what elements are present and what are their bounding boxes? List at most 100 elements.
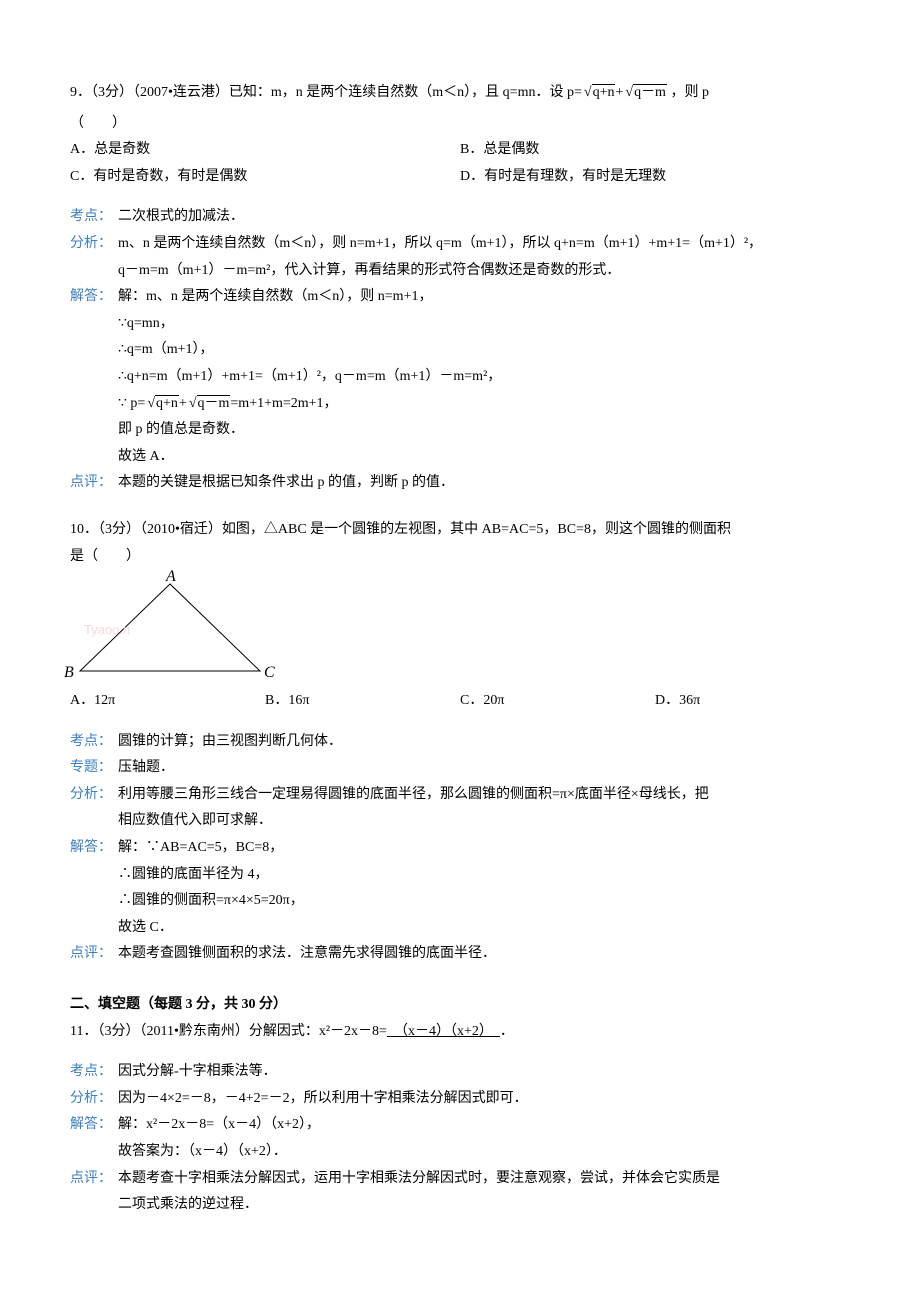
q9-jieda-l6: 即 p 的值总是奇数．	[118, 417, 850, 444]
q10-jieda-l1: 解：∵AB=AC=5，BC=8，	[118, 835, 850, 862]
section-2-title: 二、填空题（每题 3 分，共 30 分）	[70, 992, 850, 1019]
q11-dianping: 本题考查十字相乘法分解因式，运用十字相乘法分解因式时，要注意观察，尝试，并体会它…	[118, 1166, 850, 1219]
q9-fenxi-l2: q－m=m（m+1）－m=m²，代入计算，再看结果的形式符合偶数还是奇数的形式．	[118, 258, 850, 285]
q9-jieda-row: 解答： 解：m、n 是两个连续自然数（m＜n），则 n=m+1， ∵q=mn， …	[70, 284, 850, 470]
q11-fenxi: 因为－4×2=－8，－4+2=－2，所以利用十字相乘法分解因式即可．	[118, 1086, 850, 1113]
q10-kaodian: 圆锥的计算；由三视图判断几何体．	[118, 729, 850, 756]
q10-fenxi: 利用等腰三角形三线合一定理易得圆锥的底面半径，那么圆锥的侧面积=π×底面半径×母…	[118, 782, 850, 835]
q11-jieda-l1: 解：x²－2x－8=（x－4）（x+2），	[118, 1112, 850, 1139]
q9-jieda-l7: 故选 A．	[118, 444, 850, 471]
q10-dianping-row: 点评： 本题考查圆锥侧面积的求法．注意需先求得圆锥的底面半径．	[70, 941, 850, 968]
q10-kaodian-row: 考点： 圆锥的计算；由三视图判断几何体．	[70, 729, 850, 756]
question-11: 11．（3分）（2011•黔东南州）分解因式：x²－2x－8= （x－4）（x+…	[70, 1019, 850, 1219]
q9-jieda-l1: 解：m、n 是两个连续自然数（m＜n），则 n=m+1，	[118, 284, 850, 311]
q9-kaodian-row: 考点： 二次根式的加减法．	[70, 204, 850, 231]
sqrt-icon: q－m	[623, 80, 667, 107]
kaodian-label: 考点：	[70, 729, 118, 756]
q9-jieda-l3: ∴q=m（m+1），	[118, 337, 850, 364]
q10-jieda-l4: 故选 C．	[118, 915, 850, 942]
dianping-label: 点评：	[70, 470, 118, 497]
q9-dianping-row: 点评： 本题的关键是根据已知条件求出 p 的值，判断 p 的值．	[70, 470, 850, 497]
q10-opt-a: A．12π	[70, 688, 265, 715]
q10-jieda: 解：∵AB=AC=5，BC=8， ∴圆锥的底面半径为 4， ∴圆锥的侧面积=π×…	[118, 835, 850, 941]
q10-jieda-l2: ∴圆锥的底面半径为 4，	[118, 862, 850, 889]
q10-stem-l1: 10．（3分）（2010•宿迁）如图，△ABC 是一个圆锥的左视图，其中 AB=…	[70, 517, 850, 544]
q9-analysis: 考点： 二次根式的加减法． 分析： m、n 是两个连续自然数（m＜n），则 n=…	[70, 204, 850, 497]
q10-zhuanti: 压轴题．	[118, 755, 850, 782]
q10-fenxi-row: 分析： 利用等腰三角形三线合一定理易得圆锥的底面半径，那么圆锥的侧面积=π×底面…	[70, 782, 850, 835]
q9-formula: p= q+n+ q－m	[567, 85, 670, 100]
q11-analysis: 考点： 因式分解-十字相乘法等． 分析： 因为－4×2=－8，－4+2=－2，所…	[70, 1059, 850, 1219]
vertex-a-label: A	[166, 562, 176, 592]
watermark-text: Tyaoo.n	[84, 618, 130, 643]
q9-plus: +	[615, 85, 623, 100]
q10-stem-l2: 是（ ）	[70, 544, 850, 571]
zhuanti-label: 专题：	[70, 755, 118, 782]
q9-jieda-l2: ∵q=mn，	[118, 311, 850, 338]
fenxi-label: 分析：	[70, 231, 118, 258]
question-9: 9．（3分）（2007•连云港）已知：m，n 是两个连续自然数（m＜n），且 q…	[70, 80, 850, 497]
q10-opt-b: B．16π	[265, 688, 460, 715]
q9-jieda: 解：m、n 是两个连续自然数（m＜n），则 n=m+1， ∵q=mn， ∴q=m…	[118, 284, 850, 470]
question-10: 10．（3分）（2010•宿迁）如图，△ABC 是一个圆锥的左视图，其中 AB=…	[70, 517, 850, 968]
q9-jieda-sqrt1: q+n	[155, 395, 179, 411]
q10-options: A．12π B．16π C．20π D．36π	[70, 688, 850, 715]
q10-jieda-l3: ∴圆锥的侧面积=π×4×5=20π，	[118, 888, 850, 915]
q11-jieda-l2: 故答案为：（x－4）（x+2）．	[118, 1139, 850, 1166]
q9-jieda-plus: +	[179, 396, 187, 411]
q9-opt-b: B．总是偶数	[460, 137, 850, 164]
q10-opt-d: D．36π	[655, 688, 850, 715]
vertex-c-label: C	[264, 658, 275, 688]
q9-fenxi: m、n 是两个连续自然数（m＜n），则 n=m+1，所以 q=m（m+1），所以…	[118, 231, 850, 284]
q10-figure: A B C Tyaoo.n	[70, 576, 270, 686]
q11-jieda: 解：x²－2x－8=（x－4）（x+2）， 故答案为：（x－4）（x+2）．	[118, 1112, 850, 1165]
jieda-label: 解答：	[70, 1112, 118, 1139]
q9-sqrt2: q－m	[633, 84, 667, 100]
q10-zhuanti-row: 专题： 压轴题．	[70, 755, 850, 782]
q9-stem-line1: 9．（3分）（2007•连云港）已知：m，n 是两个连续自然数（m＜n），且 q…	[70, 80, 850, 107]
sqrt-icon: q+n	[582, 80, 616, 107]
q9-jieda-sqrt2: q－m	[197, 395, 231, 411]
jieda-label: 解答：	[70, 284, 118, 311]
q11-dianping-l1: 本题考查十字相乘法分解因式，运用十字相乘法分解因式时，要注意观察，尝试，并体会它…	[118, 1166, 850, 1193]
q11-dianping-l2: 二项式乘法的逆过程．	[118, 1192, 850, 1219]
q11-stem-a: 11．（3分）（2011•黔东南州）分解因式：x²－2x－8=	[70, 1024, 387, 1039]
q10-opt-c: C．20π	[460, 688, 655, 715]
q9-jieda-l4: ∴q+n=m（m+1）+m+1=（m+1）²，q－m=m（m+1）－m=m²，	[118, 364, 850, 391]
jieda-label: 解答：	[70, 835, 118, 862]
q9-sqrt1: q+n	[592, 84, 616, 100]
q11-jieda-row: 解答： 解：x²－2x－8=（x－4）（x+2）， 故答案为：（x－4）（x+2…	[70, 1112, 850, 1165]
vertex-b-label: B	[64, 658, 74, 688]
kaodian-label: 考点：	[70, 1059, 118, 1086]
fenxi-label: 分析：	[70, 782, 118, 809]
q9-jieda-l5b: =m+1+m=2m+1，	[230, 396, 337, 411]
q10-fenxi-l2: 相应数值代入即可求解．	[118, 808, 850, 835]
q9-formula-p: p=	[567, 85, 582, 100]
q9-fenxi-l1: m、n 是两个连续自然数（m＜n），则 n=m+1，所以 q=m（m+1），所以…	[118, 231, 850, 258]
q10-analysis: 考点： 圆锥的计算；由三视图判断几何体． 专题： 压轴题． 分析： 利用等腰三角…	[70, 729, 850, 968]
dianping-label: 点评：	[70, 941, 118, 968]
q9-opt-c: C．有时是奇数，有时是偶数	[70, 164, 460, 191]
q9-stem-text-b: ，则 p	[670, 85, 709, 100]
q11-stem-b: ．	[500, 1024, 514, 1039]
q10-jieda-row: 解答： 解：∵AB=AC=5，BC=8， ∴圆锥的底面半径为 4， ∴圆锥的侧面…	[70, 835, 850, 941]
q10-fenxi-l1: 利用等腰三角形三线合一定理易得圆锥的底面半径，那么圆锥的侧面积=π×底面半径×母…	[118, 782, 850, 809]
q9-dianping: 本题的关键是根据已知条件求出 p 的值，判断 p 的值．	[118, 470, 850, 497]
q9-kaodian: 二次根式的加减法．	[118, 204, 850, 231]
q11-kaodian-row: 考点： 因式分解-十字相乘法等．	[70, 1059, 850, 1086]
sqrt-icon: q+n	[145, 391, 179, 418]
q11-fenxi-row: 分析： 因为－4×2=－8，－4+2=－2，所以利用十字相乘法分解因式即可．	[70, 1086, 850, 1113]
fenxi-label: 分析：	[70, 1086, 118, 1113]
q10-dianping: 本题考查圆锥侧面积的求法．注意需先求得圆锥的底面半径．	[118, 941, 850, 968]
q11-dianping-row: 点评： 本题考查十字相乘法分解因式，运用十字相乘法分解因式时，要注意观察，尝试，…	[70, 1166, 850, 1219]
q11-stem: 11．（3分）（2011•黔东南州）分解因式：x²－2x－8= （x－4）（x+…	[70, 1019, 850, 1046]
dianping-label: 点评：	[70, 1166, 118, 1193]
sqrt-icon: q－m	[187, 391, 231, 418]
q9-jieda-l5a: ∵	[118, 396, 127, 411]
q9-stem-text-a: 9．（3分）（2007•连云港）已知：m，n 是两个连续自然数（m＜n），且 q…	[70, 85, 563, 100]
q9-jieda-l5: ∵ p=q+n+q－m=m+1+m=2m+1，	[118, 391, 850, 418]
q9-opt-d: D．有时是有理数，有时是无理数	[460, 164, 850, 191]
q9-fenxi-row: 分析： m、n 是两个连续自然数（m＜n），则 n=m+1，所以 q=m（m+1…	[70, 231, 850, 284]
q11-answer-blank: （x－4）（x+2）	[387, 1024, 500, 1039]
q9-opt-a: A．总是奇数	[70, 137, 460, 164]
